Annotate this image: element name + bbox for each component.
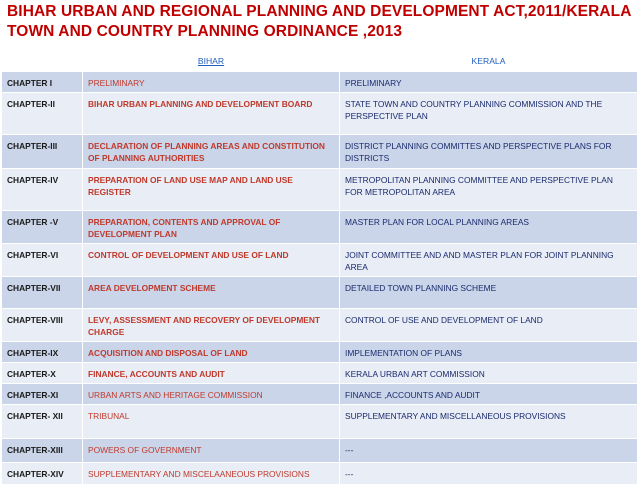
- kerala-cell: SUPPLEMENTARY AND MISCELLANEOUS PROVISIO…: [339, 404, 638, 439]
- bihar-cell: LEVY, ASSESSMENT AND RECOVERY OF DEVELOP…: [82, 308, 340, 342]
- slide-title: BIHAR URBAN AND REGIONAL PLANNING AND DE…: [7, 2, 635, 42]
- chapter-cell: CHAPTER-XI: [1, 383, 83, 405]
- table-row: CHAPTER-XIII POWERS OF GOVERNMENT ---: [1, 438, 638, 463]
- kerala-cell: MASTER PLAN FOR LOCAL PLANNING AREAS: [339, 210, 638, 244]
- chapter-cell: CHAPTER I: [1, 71, 83, 93]
- kerala-cell: CONTROL OF USE AND DEVELOPMENT OF LAND: [339, 308, 638, 342]
- kerala-cell: STATE TOWN AND COUNTRY PLANNING COMMISSI…: [339, 92, 638, 135]
- chapter-cell: CHAPTER -V: [1, 210, 83, 244]
- bihar-cell: ACQUISITION AND DISPOSAL OF LAND: [82, 341, 340, 363]
- table-row: CHAPTER- XII TRIBUNAL SUPPLEMENTARY AND …: [1, 404, 638, 439]
- chapter-cell: CHAPTER-III: [1, 134, 83, 169]
- chapter-cell: CHAPTER-X: [1, 362, 83, 384]
- chapter-cell: CHAPTER-XIII: [1, 438, 83, 463]
- kerala-cell: FINANCE ,ACCOUNTS AND AUDIT: [339, 383, 638, 405]
- chapter-cell: CHAPTER-IV: [1, 168, 83, 211]
- kerala-cell: METROPOLITAN PLANNING COMMITTEE AND PERS…: [339, 168, 638, 211]
- chapter-cell: CHAPTER-XIV: [1, 462, 83, 485]
- table-body: CHAPTER I PRELIMINARY PRELIMINARY CHAPTE…: [1, 71, 638, 485]
- kerala-cell: JOINT COMMITTEE AND AND MASTER PLAN FOR …: [339, 243, 638, 277]
- table-row: CHAPTER-XI URBAN ARTS AND HERITAGE COMMI…: [1, 383, 638, 405]
- table-row: CHAPTER-X FINANCE, ACCOUNTS AND AUDIT KE…: [1, 362, 638, 384]
- table-row: CHAPTER-VI CONTROL OF DEVELOPMENT AND US…: [1, 243, 638, 277]
- table-row: CHAPTER-XIV SUPPLEMENTARY AND MISCELAANE…: [1, 462, 638, 485]
- header-kerala: KERALA: [339, 49, 638, 72]
- kerala-cell: KERALA URBAN ART COMMISSION: [339, 362, 638, 384]
- table-row: CHAPTER I PRELIMINARY PRELIMINARY: [1, 71, 638, 93]
- kerala-cell: DETAILED TOWN PLANNING SCHEME: [339, 276, 638, 309]
- table-row: CHAPTER-VII AREA DEVELOPMENT SCHEME DETA…: [1, 276, 638, 309]
- header-bihar-label: BIHAR: [197, 55, 225, 66]
- table-row: CHAPTER-VIII LEVY, ASSESSMENT AND RECOVE…: [1, 308, 638, 342]
- table-row: CHAPTER-II BIHAR URBAN PLANNING AND DEVE…: [1, 92, 638, 135]
- kerala-cell: ---: [339, 438, 638, 463]
- header-bihar: BIHAR: [82, 49, 340, 72]
- bihar-cell: AREA DEVELOPMENT SCHEME: [82, 276, 340, 309]
- comparison-table: BIHAR KERALA CHAPTER I PRELIMINARY PRELI…: [1, 49, 638, 485]
- kerala-cell: ---: [339, 462, 638, 485]
- bihar-cell: POWERS OF GOVERNMENT: [82, 438, 340, 463]
- title-line-2: TOWN AND COUNTRY PLANNING ORDINANCE ,201…: [7, 23, 403, 40]
- chapter-cell: CHAPTER-II: [1, 92, 83, 135]
- chapter-cell: CHAPTER- XII: [1, 404, 83, 439]
- kerala-cell: DISTRICT PLANNING COMMITTES AND PERSPECT…: [339, 134, 638, 169]
- table-header-row: BIHAR KERALA: [1, 49, 638, 72]
- chapter-cell: CHAPTER-VIII: [1, 308, 83, 342]
- kerala-cell: PRELIMINARY: [339, 71, 638, 93]
- bihar-cell: SUPPLEMENTARY AND MISCELAANEOUS PROVISIO…: [82, 462, 340, 485]
- bihar-cell: PREPARATION, CONTENTS AND APPROVAL OF DE…: [82, 210, 340, 244]
- chapter-cell: CHAPTER-IX: [1, 341, 83, 363]
- header-chapter: [1, 49, 83, 72]
- table-row: CHAPTER-IX ACQUISITION AND DISPOSAL OF L…: [1, 341, 638, 363]
- bihar-cell: DECLARATION OF PLANNING AREAS AND CONSTI…: [82, 134, 340, 169]
- bihar-cell: PREPARATION OF LAND USE MAP AND LAND USE…: [82, 168, 340, 211]
- bihar-cell: TRIBUNAL: [82, 404, 340, 439]
- bihar-cell: URBAN ARTS AND HERITAGE COMMISSION: [82, 383, 340, 405]
- table-row: CHAPTER-III DECLARATION OF PLANNING AREA…: [1, 134, 638, 169]
- table-row: CHAPTER -V PREPARATION, CONTENTS AND APP…: [1, 210, 638, 244]
- table-row: CHAPTER-IV PREPARATION OF LAND USE MAP A…: [1, 168, 638, 211]
- bihar-cell: FINANCE, ACCOUNTS AND AUDIT: [82, 362, 340, 384]
- bihar-cell: CONTROL OF DEVELOPMENT AND USE OF LAND: [82, 243, 340, 277]
- bihar-cell: PRELIMINARY: [82, 71, 340, 93]
- kerala-cell: IMPLEMENTATION OF PLANS: [339, 341, 638, 363]
- chapter-cell: CHAPTER-VII: [1, 276, 83, 309]
- chapter-cell: CHAPTER-VI: [1, 243, 83, 277]
- title-line-1: BIHAR URBAN AND REGIONAL PLANNING AND DE…: [7, 3, 632, 20]
- bihar-cell: BIHAR URBAN PLANNING AND DEVELOPMENT BOA…: [82, 92, 340, 135]
